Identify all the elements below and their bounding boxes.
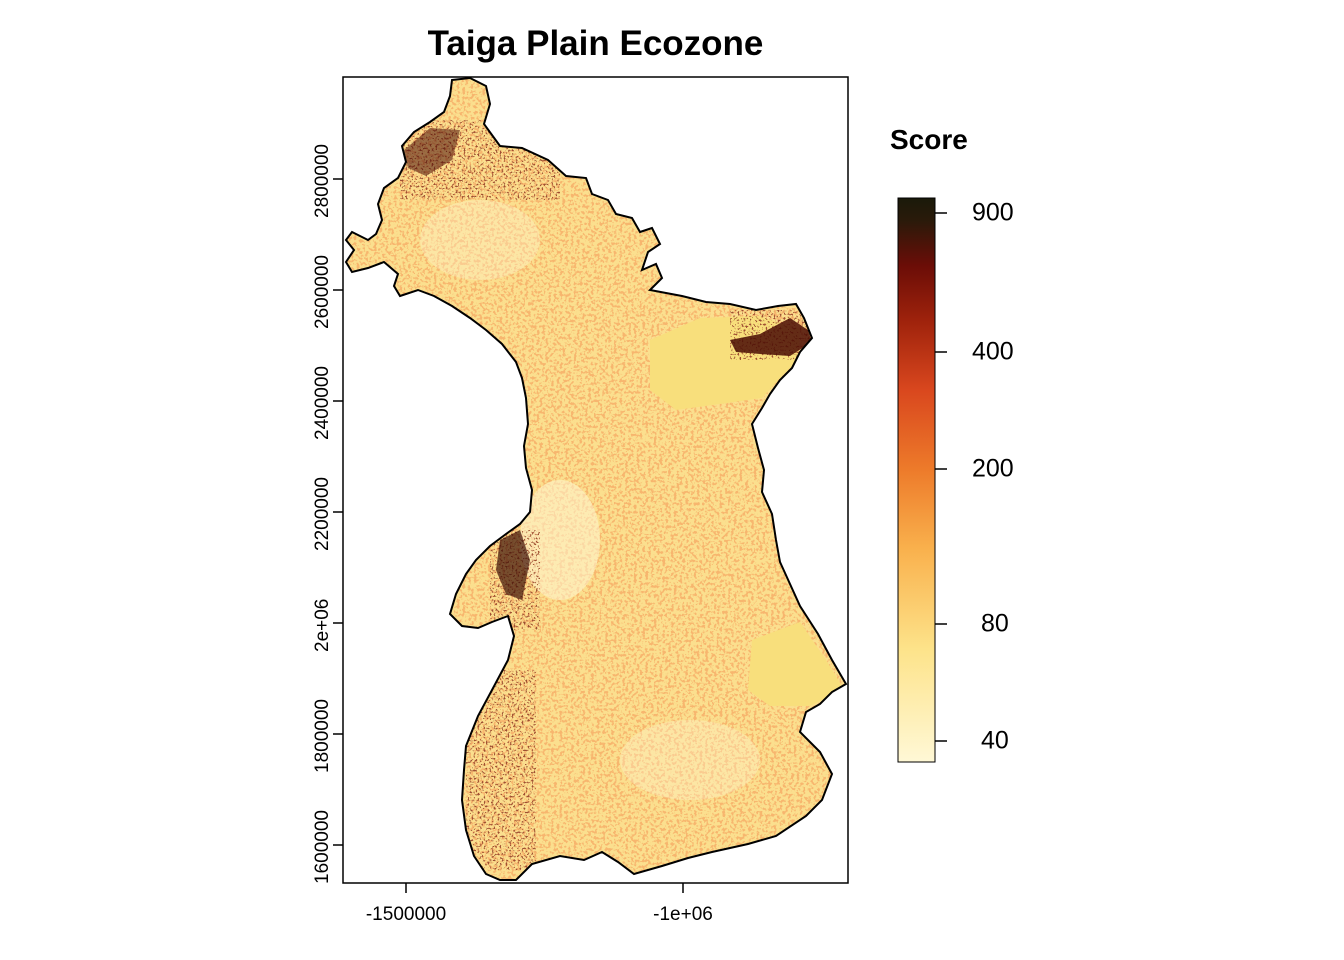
ecozone-outline (344, 76, 848, 881)
x-axis-ticks (405, 883, 684, 893)
legend-ticks (935, 212, 947, 742)
y-tick-label: 2e+06 (312, 598, 333, 652)
legend-title: Score (890, 124, 968, 155)
legend-tick-label: 200 (972, 454, 1014, 483)
y-tick-label: 1600000 (312, 810, 333, 884)
y-axis-ticks (333, 178, 343, 846)
map-title: Taiga Plain Ecozone (427, 24, 764, 63)
y-tick-label: 2600000 (312, 255, 333, 329)
legend-tick-label: 900 (972, 198, 1014, 227)
legend-tick-label: 400 (972, 337, 1014, 366)
legend-tick-label: 40 (981, 726, 1009, 755)
y-tick-label: 2200000 (312, 477, 333, 551)
legend-colorbar (897, 197, 936, 763)
y-tick-label: 1800000 (312, 699, 333, 773)
y-tick-label: 2400000 (312, 366, 333, 440)
x-tick-label: -1500000 (365, 904, 447, 925)
legend-tick-label: 80 (981, 609, 1009, 638)
y-tick-label: 2800000 (312, 144, 333, 218)
x-tick-label: -1e+06 (653, 904, 713, 925)
